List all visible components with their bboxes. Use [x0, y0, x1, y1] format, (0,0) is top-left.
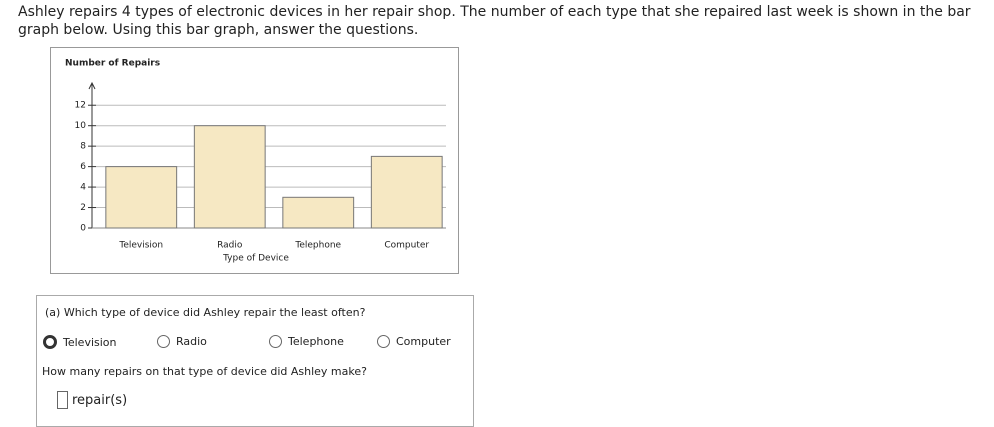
y-tick-label: 2 [80, 203, 86, 213]
y-tick-label: 4 [80, 183, 86, 193]
question-panel: (a) Which type of device did Ashley repa… [36, 295, 474, 427]
x-tick-label: Computer [384, 241, 429, 251]
chart: Number of Repairs Type of Device 0 2 4 6 8 10… [65, 59, 446, 264]
bar [193, 125, 266, 229]
y-tick-label: 12 [75, 101, 86, 111]
radio-button[interactable] [377, 335, 390, 348]
x-tick-label: Television [118, 241, 163, 251]
y-tick-label: 0 [80, 224, 86, 234]
question-prompt: (a) Which type of device did Ashley repa… [45, 306, 366, 319]
x-tick-label: Telephone [294, 241, 341, 251]
page: Ashley repairs 4 types of electronic dev… [18, 4, 971, 427]
y-tick-label: 6 [80, 162, 86, 172]
unit-label: repair(s) [72, 392, 128, 408]
answer-input[interactable] [57, 391, 68, 409]
option-label[interactable]: Computer [396, 335, 451, 348]
y-tick-label: 8 [80, 142, 86, 152]
radio-button[interactable] [157, 335, 170, 348]
y-axis-label: Number of Repairs [65, 59, 160, 69]
radio-button[interactable] [269, 335, 282, 348]
radio-button[interactable] [43, 335, 57, 349]
bar [105, 166, 178, 229]
option-label[interactable]: Telephone [288, 335, 344, 348]
option-label[interactable]: Radio [176, 335, 207, 348]
y-tick-label: 10 [75, 121, 87, 131]
bar [370, 155, 443, 229]
chart-frame: Number of Repairs Type of Device 0 2 4 6 8 10… [50, 47, 459, 274]
followup-question: How many repairs on that type of device … [42, 365, 367, 378]
x-tick-label: Radio [217, 241, 243, 251]
question-header: Ashley repairs 4 types of electronic dev… [18, 4, 971, 38]
bar [282, 196, 355, 229]
axis-arrow [88, 81, 96, 90]
x-axis-label: Type of Device [222, 254, 289, 264]
option-label[interactable]: Television [63, 335, 117, 349]
